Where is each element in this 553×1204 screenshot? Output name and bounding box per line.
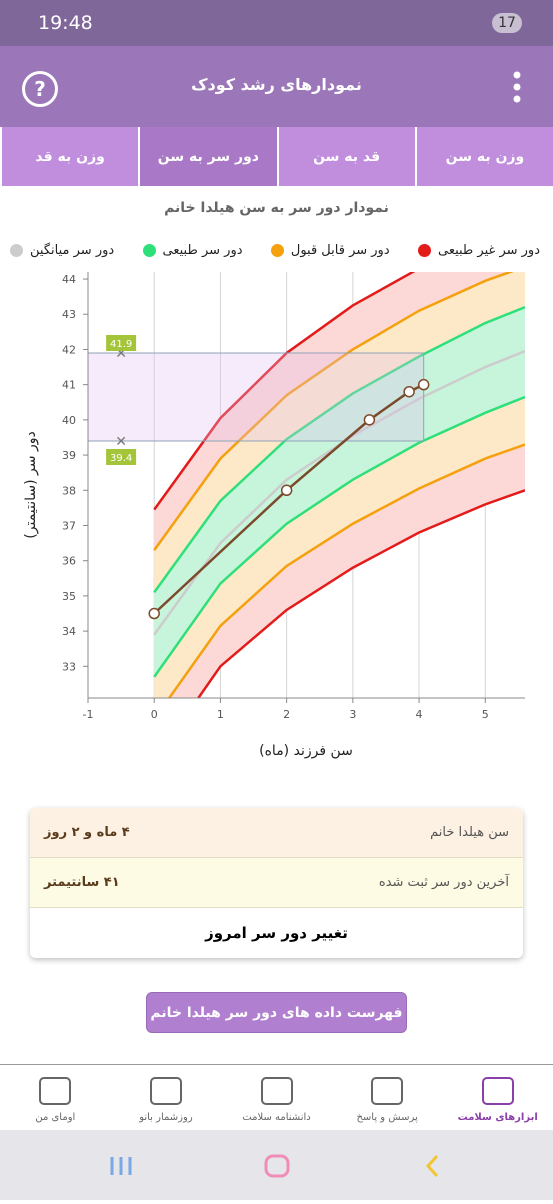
system-nav-icons — [110, 1154, 439, 1178]
action-button[interactable]: تغییر دور سر امروز — [30, 908, 523, 958]
range-marker: ✕ — [115, 434, 127, 450]
nav-item[interactable]: ابزارهای سلامت — [442, 1065, 553, 1131]
y-tick-label: 37 — [62, 519, 76, 532]
battery: 17 — [492, 13, 522, 33]
range-label: 39.4 — [110, 453, 132, 464]
tab-bar: وزن به سن قد به سن دور سر به سن وزن به قد — [0, 127, 553, 186]
info-card: سن هیلدا خانم ۴ ماه و ۲ روز آخرین دور سر … — [30, 808, 523, 958]
y-tick-label: 42 — [62, 343, 76, 356]
nav-label: دانشنامه سلامت — [242, 1111, 311, 1123]
legend-item: دور سر میانگین — [10, 243, 114, 258]
nav-item[interactable]: پرسش و پاسخ — [332, 1065, 443, 1131]
child-point — [280, 484, 293, 497]
info-value: ۴۱ سانتیمتر — [44, 875, 120, 890]
y-tick-label: 43 — [62, 308, 76, 321]
y-tick-label: 34 — [62, 625, 76, 638]
child-point — [363, 414, 376, 426]
info-row: آخرین دور سر ثبت شده ۴۱ سانتیمتر — [30, 858, 523, 908]
band-line — [153, 395, 525, 678]
nav-item[interactable]: روزشمار بانو — [111, 1065, 222, 1131]
legend-label: دور سر میانگین — [30, 243, 115, 258]
band-line — [153, 306, 525, 594]
status-bar: 19:48 17 — [0, 0, 553, 46]
legend: دور سر غیر طبیعی دور سر قابل قبول دور سر ط… — [10, 243, 540, 258]
x-tick-label: 1 — [217, 708, 224, 721]
legend-label: دور سر قابل قبول — [290, 243, 390, 258]
band-area — [154, 307, 525, 677]
child-point — [403, 385, 415, 398]
range-label-box — [106, 448, 137, 465]
clock: 19:48 — [38, 12, 93, 34]
x-tick-label: 4 — [416, 708, 423, 721]
info-label: سن هیلدا خانم — [430, 825, 509, 840]
chart-title: نمودار دور سر به سن هیلدا خانم — [164, 200, 389, 216]
band-line — [153, 272, 416, 511]
legend-label: دور سر غیر طبیعی — [437, 243, 540, 258]
info-row: سن هیلدا خانم ۴ ماه و ۲ روز — [30, 808, 523, 858]
range-label-box — [106, 334, 137, 351]
range-label: 41.9 — [110, 339, 132, 350]
legend-swatch — [270, 244, 284, 257]
legend-swatch — [417, 244, 431, 257]
menu-button[interactable] — [510, 70, 524, 106]
tab[interactable]: قد به سن — [276, 127, 415, 186]
chart: -1 0 1 2 3 4 5333435363738394041424344✕41.9✕39… — [23, 272, 525, 759]
x-tick-label: 2 — [283, 708, 290, 721]
system-nav — [0, 1130, 553, 1200]
x-tick-label: -1 — [83, 708, 94, 721]
nav-icon — [371, 1076, 404, 1105]
list-button[interactable]: فهرست داده های دور سر هیلدا خانم — [146, 992, 407, 1033]
legend-label: دور سر طبیعی — [162, 243, 243, 258]
nav-icon — [149, 1076, 182, 1105]
x-tick-label: 3 — [349, 708, 356, 721]
band-line — [153, 272, 514, 551]
app-bar: ? نمودارهای رشد کودک — [0, 46, 553, 127]
nav-icon — [39, 1076, 72, 1105]
nav-label: روزشمار بانو — [139, 1111, 193, 1123]
x-axis-label: سن فرزند (ماه) — [259, 743, 353, 759]
y-tick-label: 36 — [62, 555, 76, 568]
x-tick-label: 0 — [151, 708, 158, 721]
legend-item: دور سر قابل قبول — [270, 243, 390, 258]
band-line — [167, 443, 525, 698]
y-tick-label: 39 — [62, 449, 76, 462]
legend-item: دور سر طبیعی — [142, 243, 243, 258]
y-tick-label: 33 — [62, 660, 76, 673]
legend-swatch — [10, 244, 24, 257]
tab[interactable]: وزن به سن — [414, 127, 553, 186]
child-point — [417, 378, 430, 391]
x-tick-label: 5 — [482, 708, 489, 721]
info-value: ۴ ماه و ۲ روز — [44, 825, 130, 840]
range-marker: ✕ — [115, 346, 127, 362]
legend-item: دور سر غیر طبیعی — [417, 243, 540, 258]
nav-label: اومای من — [35, 1111, 76, 1123]
nav-icon — [260, 1076, 293, 1105]
legend-swatch — [142, 244, 156, 257]
nav-label: ابزارهای سلامت — [457, 1111, 538, 1123]
app-title: نمودارهای رشد کودک — [191, 75, 362, 94]
y-tick-label: 40 — [62, 414, 76, 427]
bottom-nav: ابزارهای سلامت پرسش و پاسخ دانشنامه سلامت ر… — [0, 1064, 553, 1131]
nav-label: پرسش و پاسخ — [356, 1111, 418, 1123]
help-button[interactable]: ? — [22, 71, 58, 107]
info-label: آخرین دور سر ثبت شده — [378, 875, 509, 890]
tab[interactable]: دور سر به سن — [138, 127, 277, 186]
range-area — [88, 352, 424, 441]
child-point — [148, 607, 160, 620]
y-tick-label: 35 — [62, 590, 76, 603]
nav-item[interactable]: اومای من — [0, 1065, 111, 1131]
y-axis-label: دور سر (سانتیمتر) — [23, 431, 39, 538]
tab[interactable]: وزن به قد — [0, 127, 138, 186]
y-tick-label: 44 — [62, 273, 76, 286]
band-line — [196, 489, 525, 698]
nav-item[interactable]: دانشنامه سلامت — [221, 1065, 332, 1131]
median-line — [153, 350, 525, 636]
y-tick-label: 41 — [62, 379, 76, 392]
nav-icon — [481, 1076, 514, 1105]
y-tick-label: 38 — [62, 484, 76, 497]
